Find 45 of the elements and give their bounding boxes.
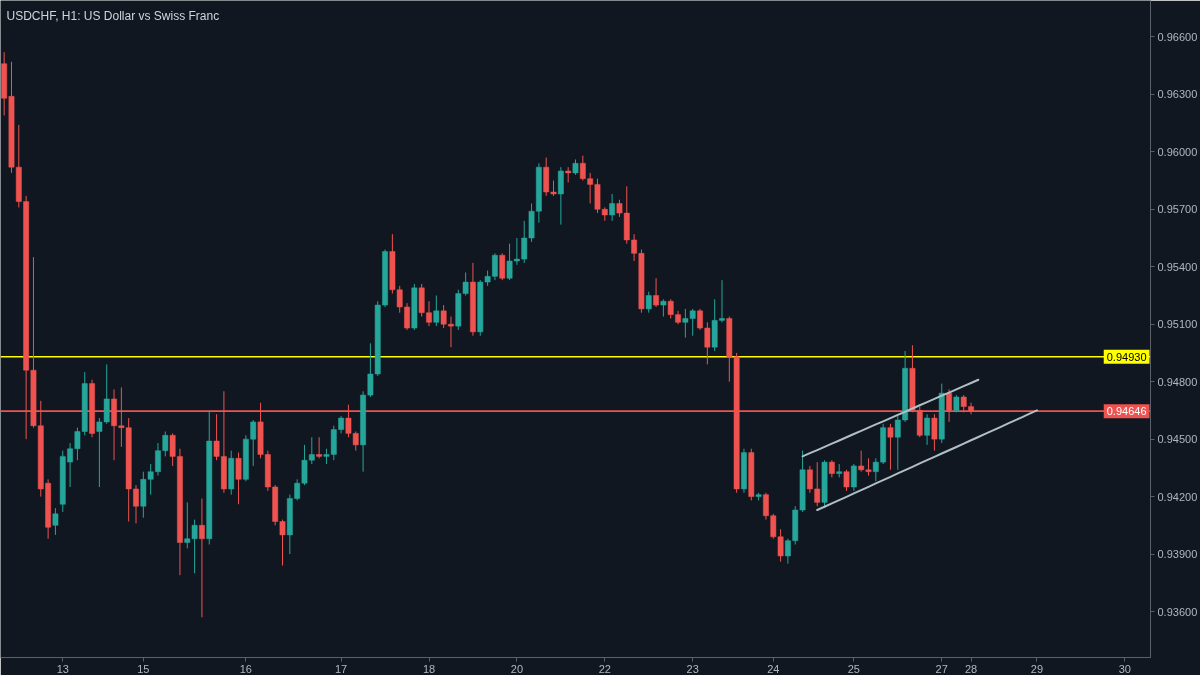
y-tick-label: 0.95100 — [1157, 318, 1198, 331]
x-tick-label: 15 — [137, 662, 150, 675]
x-tick-label: 28 — [964, 662, 978, 675]
candlestick — [645, 291, 652, 314]
candlestick — [199, 498, 205, 618]
candlestick — [433, 294, 440, 327]
x-tick-label: 24 — [767, 662, 780, 675]
x-tick-label: 20 — [510, 662, 524, 675]
y-tick-label: 0.96000 — [1157, 145, 1198, 158]
x-tick-label: 30 — [1118, 662, 1131, 675]
y-tick-label: 0.94200 — [1157, 490, 1198, 503]
candlestick — [843, 469, 850, 492]
candlestick — [931, 413, 938, 452]
y-tick-label: 0.96600 — [1157, 30, 1198, 43]
y-tick-label: 0.95700 — [1157, 203, 1198, 216]
candlestick — [499, 252, 506, 281]
candlestick — [609, 193, 616, 222]
y-tick-label: 0.93900 — [1157, 548, 1198, 561]
ref-line-label: 0.94646 — [1106, 405, 1147, 418]
text: USDCHF, H1: US Dollar vs Swiss Franc — [6, 8, 220, 23]
y-tick-label: 0.94500 — [1157, 433, 1198, 446]
x-tick-label: 22 — [598, 662, 611, 675]
x-tick-label: 17 — [334, 662, 348, 675]
line-series — [801, 378, 980, 458]
x-tick-label: 25 — [847, 662, 860, 675]
candlestick — [850, 463, 857, 492]
y-tick-label: 0.93600 — [1157, 605, 1198, 618]
y-tick-label: 0.96300 — [1157, 88, 1198, 101]
candlestick — [653, 277, 659, 308]
ref-line-label: 0.94930 — [1106, 350, 1147, 363]
x-tick-label: 16 — [239, 662, 253, 675]
candlestick — [316, 436, 323, 459]
x-tick-label: 27 — [935, 662, 948, 675]
x-tick-label: 29 — [1030, 662, 1044, 675]
x-tick-label: 23 — [686, 662, 699, 675]
candlestick — [235, 452, 242, 505]
y-tick-label: 0.94800 — [1157, 375, 1198, 388]
y-tick-label: 0.95400 — [1157, 260, 1198, 273]
candlestick — [887, 423, 894, 471]
line-series — [816, 409, 1038, 512]
candlestick — [52, 507, 59, 536]
candlestick — [924, 413, 930, 446]
x-tick-label: 18 — [422, 662, 436, 675]
x-tick-label: 13 — [56, 662, 69, 675]
candlestick — [557, 166, 564, 226]
